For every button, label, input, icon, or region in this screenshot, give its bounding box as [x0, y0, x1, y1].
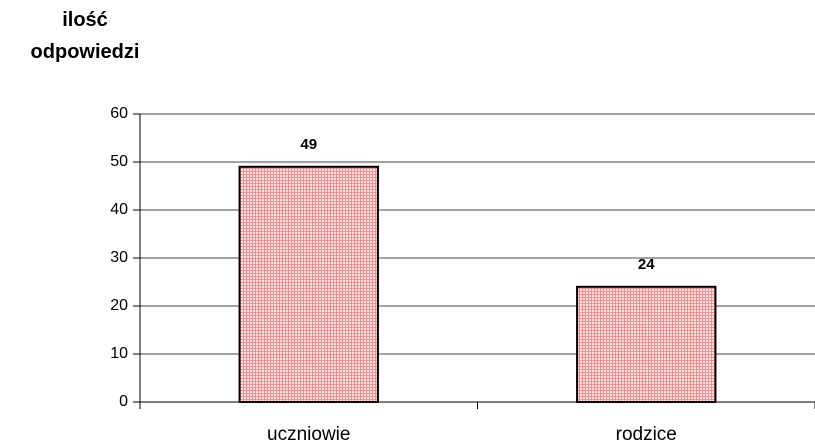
y-tick-label: 20: [110, 297, 128, 314]
y-axis-label: ilość odpowiedzi: [30, 9, 140, 63]
y-tick-label: 10: [110, 345, 128, 362]
bar: [238, 165, 379, 403]
data-label: 24: [638, 256, 655, 273]
x-tick-label: rodzice: [616, 424, 677, 445]
y-tick-label: 40: [110, 201, 128, 218]
x-tick-label: uczniowie: [267, 424, 350, 445]
y-tick-label: 60: [110, 105, 128, 122]
y-tick-label: 50: [110, 153, 128, 170]
y-tick-label: 0: [119, 393, 128, 410]
y-tick-label: 30: [110, 249, 128, 266]
data-label: 49: [300, 136, 317, 153]
bar: [576, 285, 717, 403]
